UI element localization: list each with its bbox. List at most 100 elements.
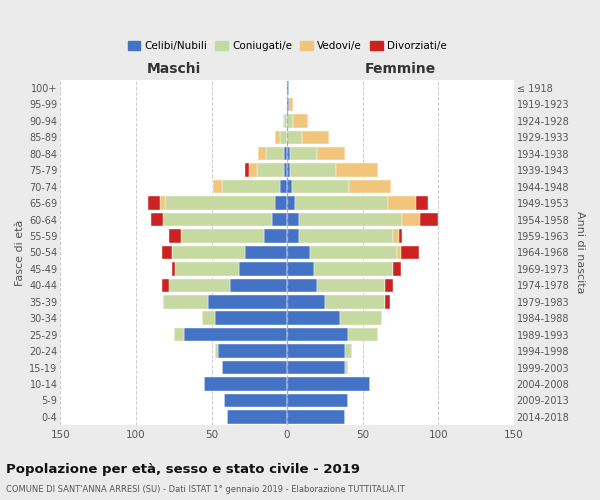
Bar xyxy=(172,262,175,276)
Bar xyxy=(344,361,347,374)
Bar xyxy=(388,196,416,210)
Bar xyxy=(213,180,222,194)
Bar xyxy=(265,229,287,242)
Bar xyxy=(299,229,393,242)
Bar xyxy=(317,278,385,292)
Bar xyxy=(295,196,388,210)
Bar xyxy=(284,147,287,160)
Bar xyxy=(292,180,349,194)
Bar xyxy=(272,213,287,226)
Bar xyxy=(289,98,293,111)
Bar xyxy=(280,180,287,194)
Bar xyxy=(287,378,370,391)
Bar xyxy=(222,361,287,374)
Bar xyxy=(302,130,329,144)
Bar xyxy=(287,361,344,374)
Bar xyxy=(184,328,287,342)
Bar xyxy=(290,164,335,177)
Bar xyxy=(239,262,287,276)
Y-axis label: Fasce di età: Fasce di età xyxy=(15,219,25,286)
Bar xyxy=(163,213,272,226)
Bar xyxy=(245,164,250,177)
Bar xyxy=(275,130,280,144)
Bar xyxy=(287,394,347,407)
Bar xyxy=(266,147,284,160)
Bar xyxy=(287,147,290,160)
Bar xyxy=(393,262,401,276)
Bar xyxy=(283,114,284,128)
Bar xyxy=(287,328,347,342)
Bar xyxy=(287,246,310,259)
Bar xyxy=(174,328,184,342)
Bar xyxy=(317,147,344,160)
Text: Popolazione per età, sesso e stato civile - 2019: Popolazione per età, sesso e stato civil… xyxy=(6,462,360,475)
Bar xyxy=(181,229,265,242)
Text: Maschi: Maschi xyxy=(146,62,201,76)
Bar xyxy=(222,180,280,194)
Bar xyxy=(287,229,299,242)
Bar xyxy=(280,130,287,144)
Bar xyxy=(287,262,314,276)
Bar xyxy=(349,180,391,194)
Bar xyxy=(287,164,290,177)
Bar xyxy=(287,180,292,194)
Bar xyxy=(385,278,393,292)
Y-axis label: Anni di nascita: Anni di nascita xyxy=(575,211,585,294)
Bar xyxy=(259,147,266,160)
Bar xyxy=(399,229,402,242)
Bar xyxy=(290,147,317,160)
Bar xyxy=(287,130,302,144)
Bar xyxy=(250,164,257,177)
Bar xyxy=(169,278,230,292)
Bar xyxy=(385,295,390,308)
Bar xyxy=(151,213,163,226)
Bar xyxy=(401,246,419,259)
Bar xyxy=(287,344,344,358)
Bar xyxy=(284,164,287,177)
Bar xyxy=(416,196,428,210)
Bar xyxy=(202,312,215,325)
Bar xyxy=(163,295,208,308)
Bar xyxy=(340,312,382,325)
Bar xyxy=(393,229,399,242)
Bar xyxy=(287,81,289,94)
Text: Femmine: Femmine xyxy=(365,62,436,76)
Bar xyxy=(257,164,284,177)
Bar xyxy=(397,246,401,259)
Bar xyxy=(287,98,289,111)
Bar xyxy=(160,196,164,210)
Bar xyxy=(161,246,172,259)
Bar xyxy=(287,295,325,308)
Bar xyxy=(287,213,299,226)
Bar xyxy=(161,278,169,292)
Bar xyxy=(287,114,293,128)
Bar xyxy=(287,278,317,292)
Bar xyxy=(208,295,287,308)
Bar xyxy=(293,114,308,128)
Bar xyxy=(284,114,287,128)
Bar xyxy=(230,278,287,292)
Bar xyxy=(314,262,393,276)
Bar xyxy=(215,344,218,358)
Bar xyxy=(172,246,245,259)
Bar xyxy=(287,410,344,424)
Bar xyxy=(148,196,160,210)
Legend: Celibi/Nubili, Coniugati/e, Vedovi/e, Divorziati/e: Celibi/Nubili, Coniugati/e, Vedovi/e, Di… xyxy=(124,37,451,56)
Bar xyxy=(275,196,287,210)
Bar xyxy=(335,164,378,177)
Bar xyxy=(325,295,385,308)
Bar xyxy=(218,344,287,358)
Bar xyxy=(287,196,295,210)
Bar xyxy=(169,229,181,242)
Bar xyxy=(344,344,352,358)
Bar xyxy=(175,262,239,276)
Bar xyxy=(227,410,287,424)
Bar xyxy=(224,394,287,407)
Bar xyxy=(287,312,340,325)
Bar xyxy=(215,312,287,325)
Bar xyxy=(299,213,402,226)
Text: COMUNE DI SANT'ANNA ARRESI (SU) - Dati ISTAT 1° gennaio 2019 - Elaborazione TUTT: COMUNE DI SANT'ANNA ARRESI (SU) - Dati I… xyxy=(6,485,405,494)
Bar xyxy=(245,246,287,259)
Bar xyxy=(310,246,397,259)
Bar xyxy=(164,196,275,210)
